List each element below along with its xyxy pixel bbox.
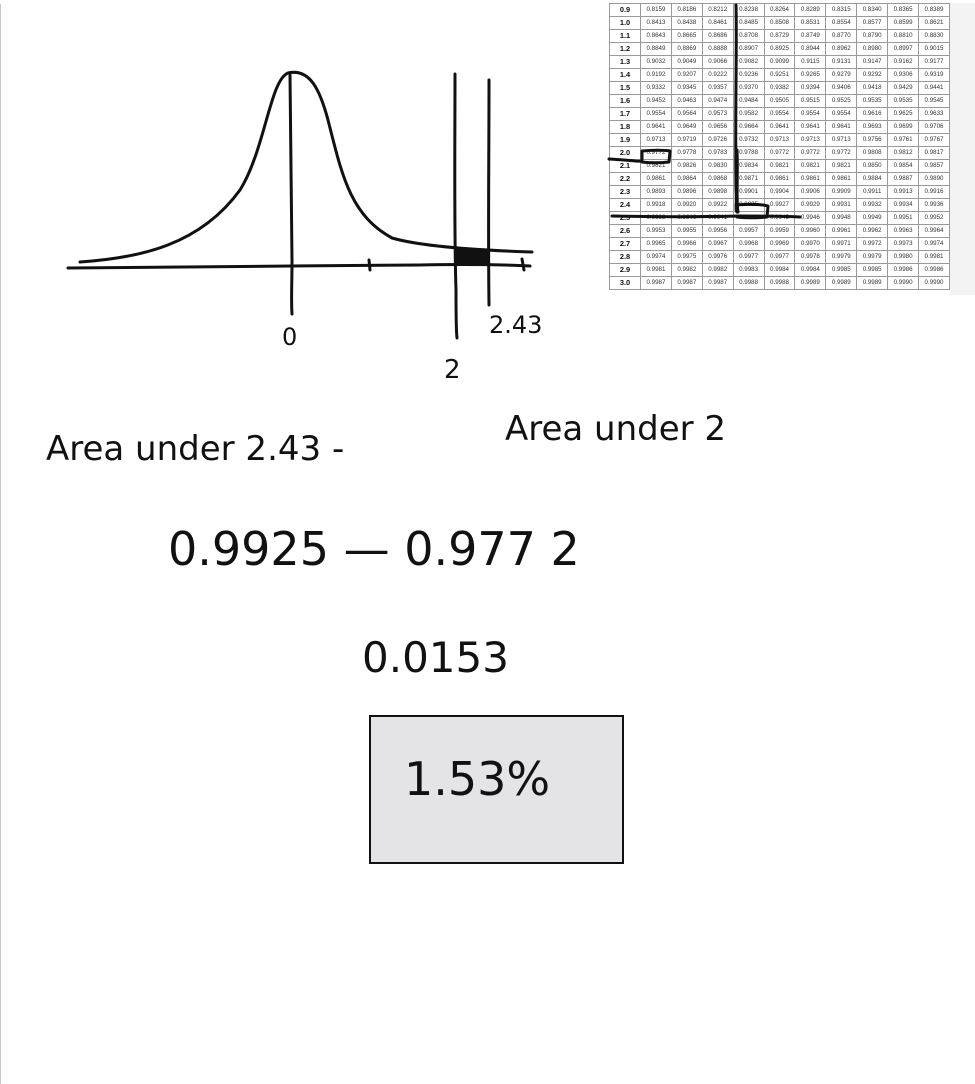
work-line2: 0.9925 — 0.977 2: [168, 522, 580, 576]
table-row: 3.0 0.9987 0.9987 0.9987 0.9988 0.9988 0.9989 0…: [609, 276, 950, 290]
circle-0-9772: [640, 148, 672, 165]
answer-box: [369, 715, 624, 864]
probability-cell: 0.9989: [856, 276, 889, 290]
table-row: 1.1 0.8643 0.8665 0.8686 0.8708 0.8729 0.8749 0…: [609, 29, 950, 43]
work-line3: 0.0153: [362, 633, 509, 682]
label-two: 2: [444, 355, 461, 385]
table-row: 2.3 0.9893 0.9896 0.9898 0.9901 0.9904 0.9906 0…: [609, 185, 950, 199]
probability-cell: 0.9974: [918, 237, 950, 251]
tick-end: [520, 257, 526, 272]
answer-text: 1.53%: [404, 752, 550, 806]
bell-curve: [78, 70, 534, 264]
x-axis: [66, 263, 532, 270]
page-left-edge: [0, 4, 1, 1084]
y-axis: [288, 73, 294, 316]
z-table: 0.9 0.8159 0.8186 0.8212 0.8238 0.8264 0.8289 0…: [609, 3, 950, 290]
table-row: 1.2 0.8849 0.8869 0.8888 0.8907 0.8925 0.8944 0…: [609, 42, 950, 56]
table-margin-shade: [950, 3, 975, 295]
table-row: 2.9 0.9981 0.9982 0.9982 0.9983 0.9984 0.9984 0…: [609, 263, 950, 277]
table-column-marker-lower: [735, 148, 740, 214]
shaded-area: [455, 247, 489, 265]
probability-cell: 0.9964: [918, 224, 950, 238]
table-row: 0.9 0.8159 0.8186 0.8212 0.8238 0.8264 0.8289 0…: [609, 3, 950, 17]
probability-cell: 0.9177: [918, 55, 950, 69]
probability-cell: 0.9990: [918, 276, 950, 290]
vertical-line-z2: [453, 72, 459, 340]
work-line1-right: Area under 2: [505, 409, 726, 449]
table-row: 1.9 0.9713 0.9719 0.9726 0.9732 0.9713 0.9713 0…: [609, 133, 950, 147]
tick-one: [367, 258, 372, 272]
circle-0-9925: [734, 202, 770, 220]
probability-cell: 0.8389: [918, 3, 950, 17]
probability-cell: 0.9990: [887, 276, 920, 290]
label-243: 2.43: [489, 311, 542, 339]
label-zero: 0: [282, 323, 297, 351]
table-row: 2.4 0.9918 0.9920 0.9922 0.9925 0.9927 0.9929 0…: [609, 198, 950, 212]
z-value-cell: 3.0: [609, 276, 641, 290]
work-line1-left: Area under 2.43 -: [46, 429, 344, 469]
table-row: 1.6 0.9452 0.9463 0.9474 0.9484 0.9505 0.9515 0…: [609, 94, 950, 108]
probability-cell: 0.9987: [701, 276, 734, 290]
table-row: 1.3 0.9032 0.9049 0.9066 0.9082 0.9099 0.9115 0…: [609, 55, 950, 69]
probability-cell: 0.9988: [732, 276, 765, 290]
z-value-cell: 2.0: [609, 146, 641, 160]
table-row-marker-2-0: [607, 157, 644, 163]
table-row: 2.7 0.9965 0.9966 0.9967 0.9968 0.9969 0.9970 0…: [609, 237, 950, 251]
table-row-marker-2-4: [610, 214, 802, 219]
table-row: 2.2 0.9861 0.9864 0.9868 0.9871 0.9861 0.9861 0…: [609, 172, 950, 186]
table-row: 1.8 0.9641 0.9649 0.9656 0.9664 0.9641 0.9641 0…: [609, 120, 950, 134]
